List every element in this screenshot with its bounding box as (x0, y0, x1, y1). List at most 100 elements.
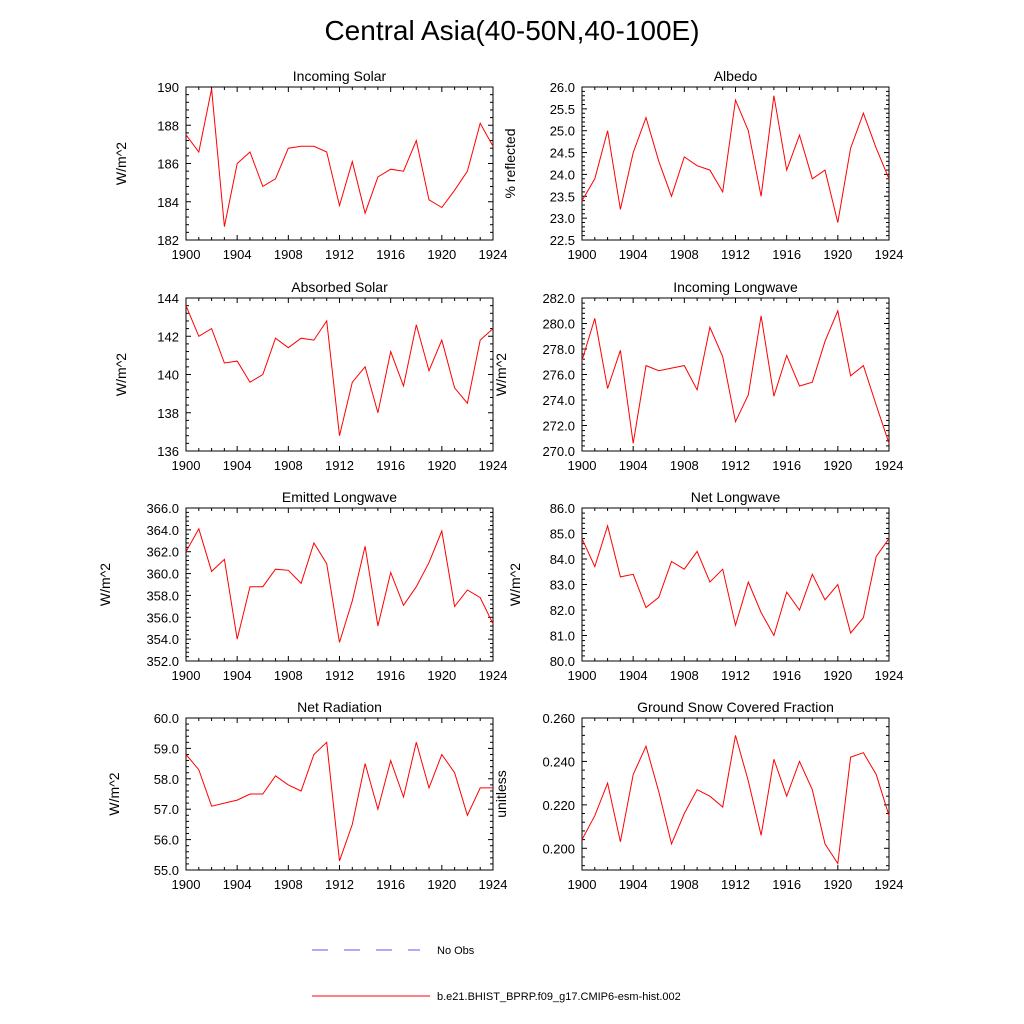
y-tick-label: 138 (157, 406, 179, 421)
x-tick-label: 1924 (875, 247, 904, 262)
x-tick-label: 1920 (823, 668, 852, 683)
y-axis-label: W/m^2 (106, 772, 122, 815)
x-tick-label: 1912 (325, 668, 354, 683)
x-tick-label: 1904 (223, 668, 252, 683)
x-tick-label: 1912 (721, 877, 750, 892)
x-tick-label: 1908 (274, 458, 303, 473)
series-line (185, 527, 494, 643)
series-line (185, 88, 494, 227)
y-tick-label: 0.220 (542, 798, 575, 813)
x-tick-label: 1916 (376, 247, 405, 262)
y-tick-label: 354.0 (146, 632, 179, 647)
x-tick-label: 1916 (772, 668, 801, 683)
x-tick-label: 1924 (875, 458, 904, 473)
x-tick-label: 1900 (568, 247, 597, 262)
y-tick-label: 182 (157, 233, 179, 248)
y-tick-label: 80.0 (550, 654, 575, 669)
y-tick-label: 362.0 (146, 545, 179, 560)
y-tick-label: 86.0 (550, 501, 575, 516)
x-tick-label: 1904 (619, 247, 648, 262)
y-tick-label: 184 (157, 195, 179, 210)
y-tick-label: 25.5 (550, 102, 575, 117)
x-tick-label: 1912 (721, 247, 750, 262)
y-axis-label: W/m^2 (113, 353, 129, 396)
y-tick-label: 82.0 (550, 603, 575, 618)
x-tick-label: 1900 (568, 458, 597, 473)
y-tick-label: 360.0 (146, 567, 179, 582)
legend: No Obs b.e21.BHIST_BPRP.f09_g17.CMIP6-es… (312, 945, 681, 1003)
x-tick-label: 1900 (172, 877, 201, 892)
y-tick-label: 0.260 (542, 711, 575, 726)
y-axis-label: unitless (493, 770, 509, 817)
x-tick-label: 1916 (376, 877, 405, 892)
y-tick-label: 190 (157, 80, 179, 95)
x-tick-label: 1920 (823, 877, 852, 892)
y-tick-label: 270.0 (542, 444, 575, 459)
panel-title: Absorbed Solar (291, 279, 388, 295)
x-tick-label: 1904 (619, 877, 648, 892)
y-tick-label: 60.0 (154, 711, 179, 726)
x-tick-label: 1912 (325, 458, 354, 473)
series-line (581, 95, 890, 223)
plot-frame (185, 86, 494, 241)
x-tick-label: 1916 (772, 458, 801, 473)
x-tick-label: 1912 (325, 247, 354, 262)
y-tick-label: 352.0 (146, 654, 179, 669)
y-tick-label: 282.0 (542, 291, 575, 306)
x-tick-label: 1920 (427, 458, 456, 473)
x-tick-label: 1920 (823, 458, 852, 473)
plot-frame (581, 297, 890, 452)
y-axis-label: % reflected (502, 128, 518, 198)
y-axis-label: W/m^2 (507, 563, 523, 606)
y-axis-label: W/m^2 (113, 142, 129, 185)
x-tick-label: 1916 (376, 458, 405, 473)
panel-title: Incoming Solar (293, 68, 387, 84)
plot-frame (581, 507, 890, 662)
x-tick-label: 1920 (427, 668, 456, 683)
y-tick-label: 274.0 (542, 393, 575, 408)
series-line (581, 524, 890, 637)
x-tick-label: 1908 (670, 668, 699, 683)
y-tick-label: 24.0 (550, 167, 575, 182)
y-tick-label: 272.0 (542, 419, 575, 434)
plot-frame (185, 507, 494, 662)
y-tick-label: 144 (157, 291, 179, 306)
x-tick-label: 1900 (568, 877, 597, 892)
plot-frame (581, 86, 890, 241)
x-tick-label: 1904 (619, 668, 648, 683)
panel-title: Ground Snow Covered Fraction (637, 699, 834, 715)
panel-6: Net Longwave W/m^2 1900 1904 1908 1912 1916 192… (507, 489, 903, 683)
panel-7: Net Radiation W/m^2 1900 1904 1908 1912 1916 19… (106, 699, 507, 892)
x-tick-label: 1916 (772, 247, 801, 262)
y-tick-label: 55.0 (154, 863, 179, 878)
x-tick-label: 1900 (172, 668, 201, 683)
y-tick-label: 140 (157, 368, 179, 383)
x-tick-label: 1920 (427, 247, 456, 262)
x-tick-label: 1900 (172, 458, 201, 473)
y-tick-label: 59.0 (154, 741, 179, 756)
x-tick-label: 1924 (479, 247, 508, 262)
y-tick-label: 358.0 (146, 588, 179, 603)
x-tick-label: 1900 (568, 668, 597, 683)
y-tick-label: 278.0 (542, 342, 575, 357)
x-tick-label: 1908 (670, 458, 699, 473)
panel-2: Albedo % reflected 1900 1904 1908 1912 1916 192… (502, 68, 903, 262)
y-tick-label: 366.0 (146, 501, 179, 516)
series-line (185, 741, 493, 862)
y-tick-label: 85.0 (550, 527, 575, 542)
x-tick-label: 1920 (823, 247, 852, 262)
y-tick-label: 24.5 (550, 146, 575, 161)
y-axis-label: W/m^2 (97, 563, 113, 606)
series-line (581, 735, 890, 865)
panel-3: Absorbed Solar W/m^2 1900 1904 1908 1912 1916 1… (113, 279, 507, 473)
y-tick-label: 280.0 (542, 317, 575, 332)
y-tick-label: 57.0 (154, 802, 179, 817)
y-tick-label: 188 (157, 118, 179, 133)
y-tick-label: 0.200 (542, 841, 575, 856)
y-tick-label: 56.0 (154, 833, 179, 848)
y-tick-label: 0.240 (542, 754, 575, 769)
x-tick-label: 1912 (721, 458, 750, 473)
panel-title: Net Radiation (297, 699, 382, 715)
x-tick-label: 1924 (479, 877, 508, 892)
